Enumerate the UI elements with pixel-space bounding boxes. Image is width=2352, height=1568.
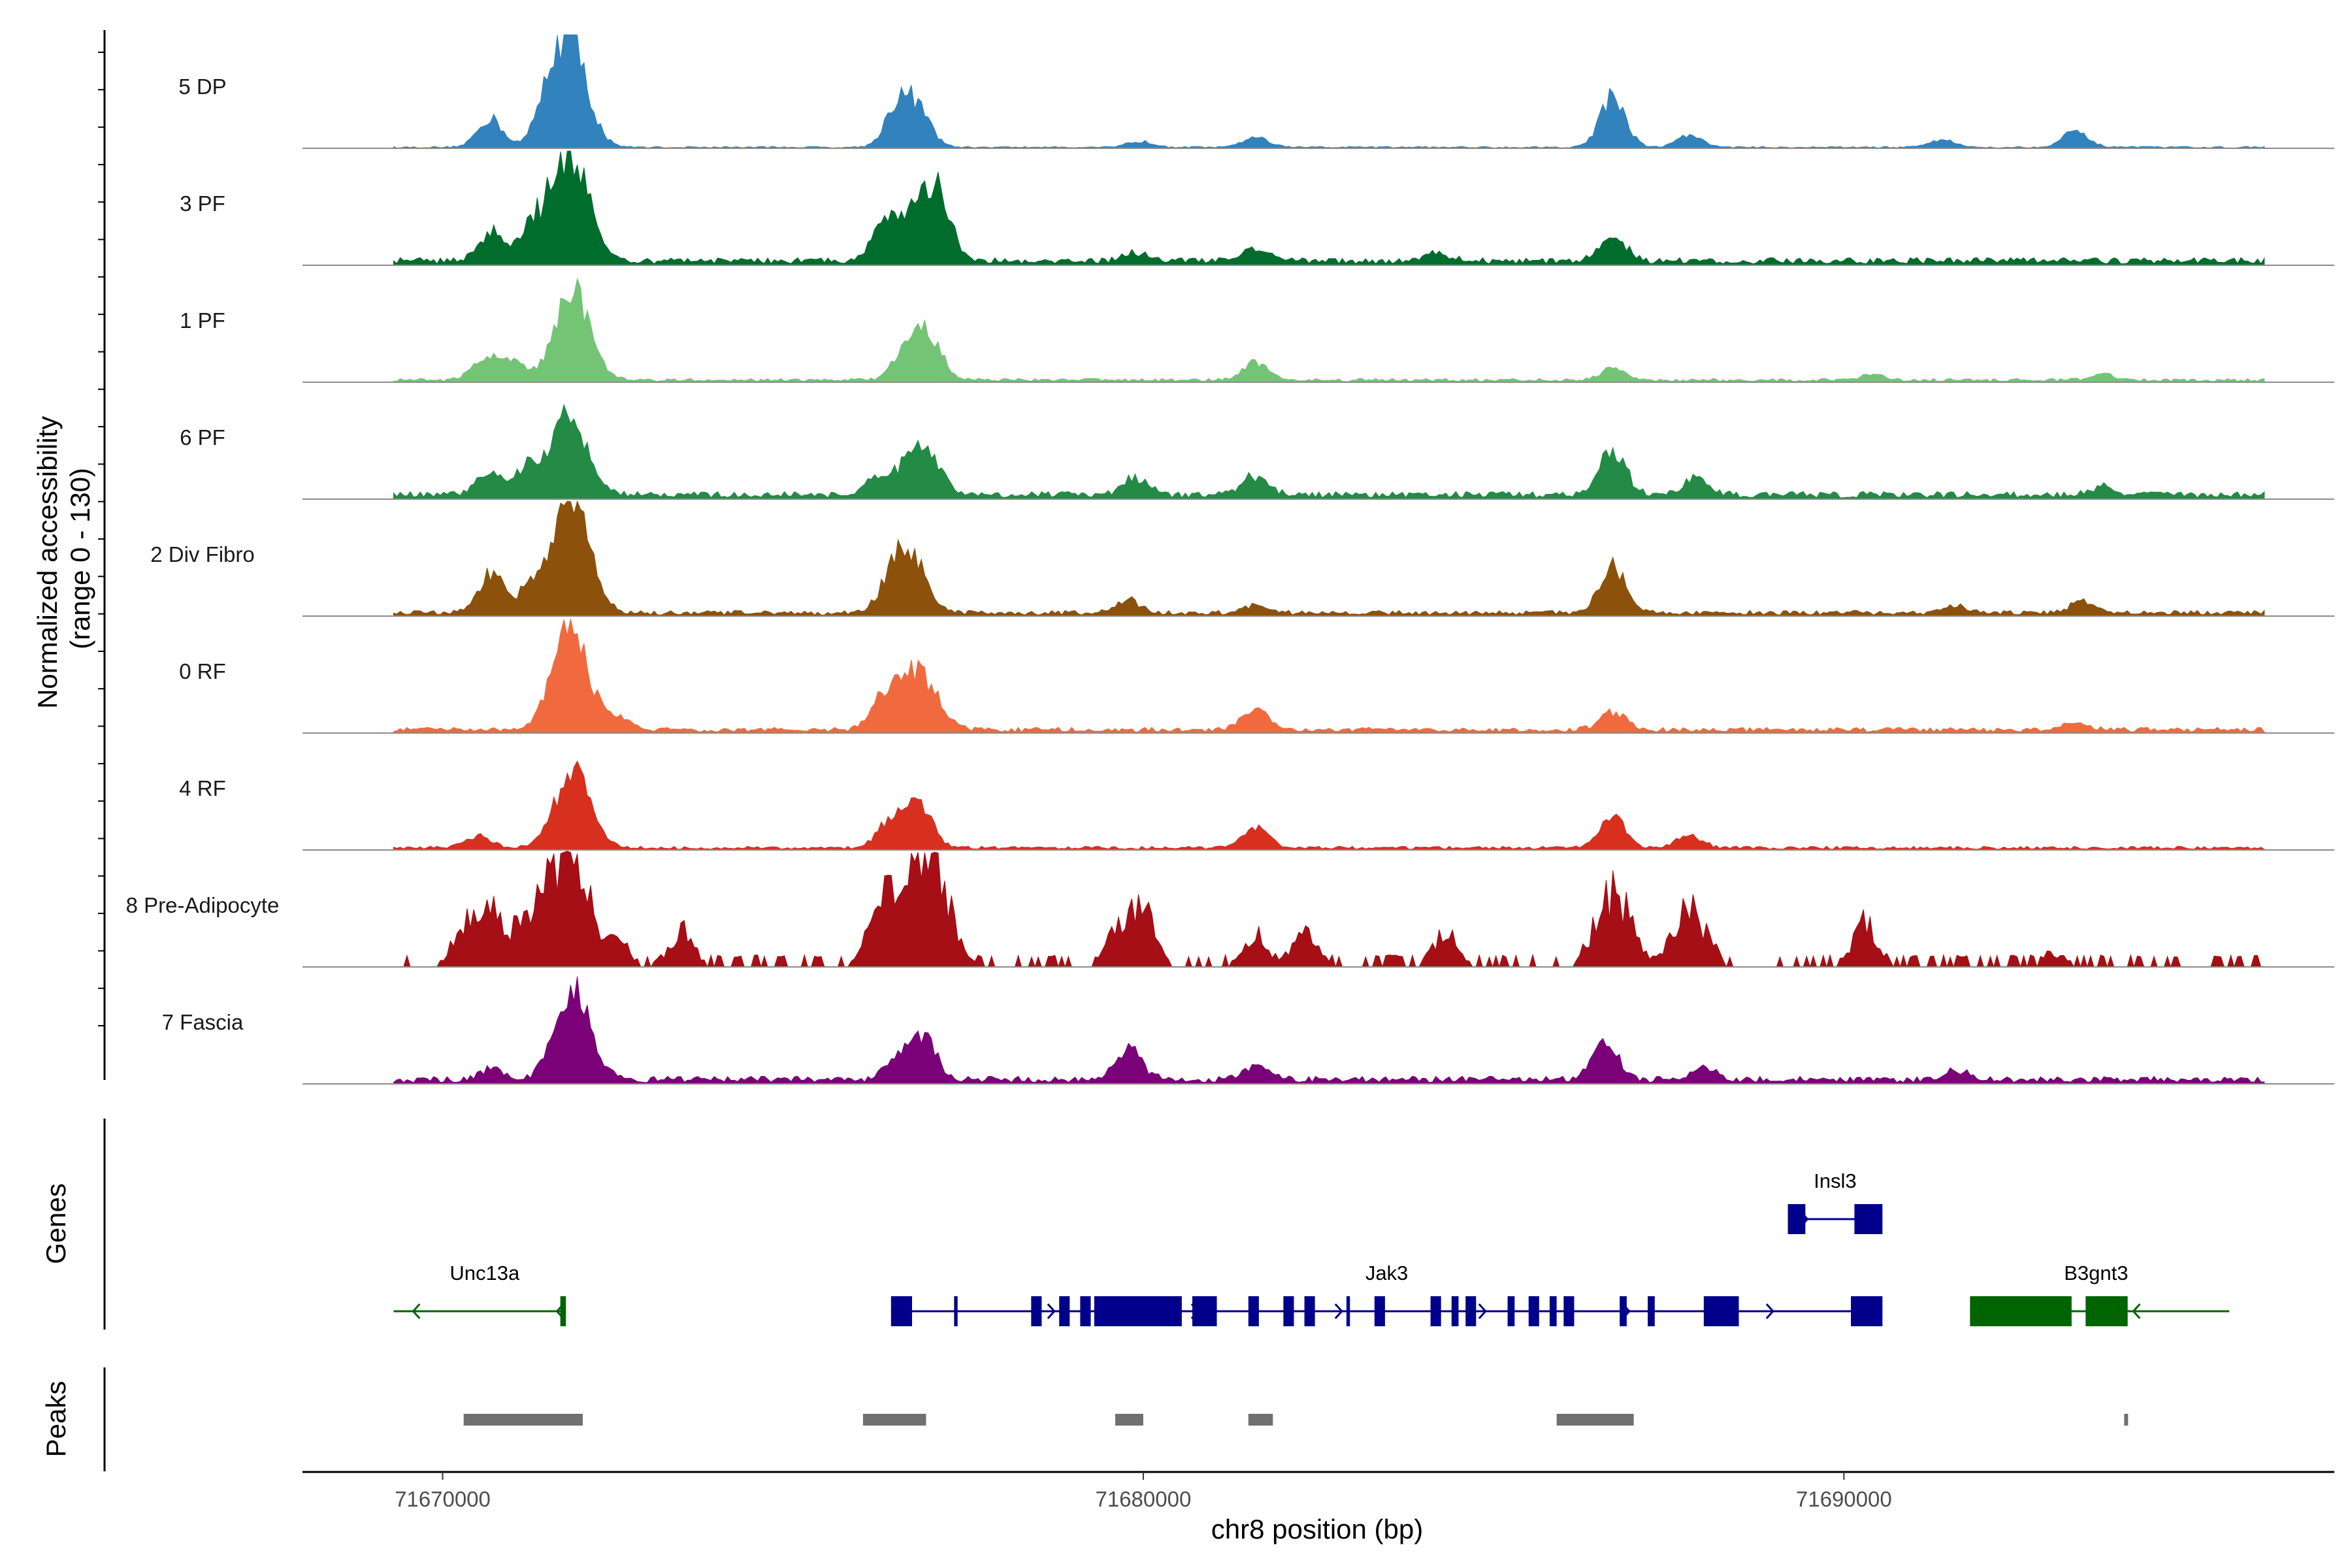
genes-panel-label: Genes [41,1183,71,1264]
gene-exon [890,1296,912,1326]
track-label: 4 RF [179,776,226,800]
gene-label: Unc13a [449,1262,520,1284]
strand-arrow [412,1303,421,1320]
coverage-area [393,500,2265,617]
x-tick-label: 71690000 [1796,1487,1892,1511]
gene-exon [1563,1296,1575,1326]
gene-exon [1788,1204,1806,1234]
gene-label: Jak3 [1365,1262,1408,1284]
peak-region [1556,1414,1634,1426]
coverage-track: 5 DP [178,34,2334,149]
coverage-y-ticks [98,52,105,1026]
peak-region [862,1414,926,1426]
track-label: 7 Fascia [162,1010,244,1034]
gene-exon [1703,1296,1739,1326]
track-label: 5 DP [178,74,226,99]
coverage-track: 6 PF [180,403,2334,500]
x-axis-title: chr8 position (bp) [1211,1514,1424,1544]
gene-exon [2085,1296,2128,1326]
coverage-area [393,403,2265,500]
gene-exon [1430,1296,1441,1326]
peak-region [1248,1414,1273,1426]
peaks-panel-label: Peaks [41,1381,71,1458]
gene-exon [1549,1296,1557,1326]
coverage-track: 7 Fascia [162,976,2334,1085]
coverage-y-axis-title: Normalized accessibility (range 0 - 130) [32,408,95,709]
gene-exon [560,1296,566,1326]
gene-exon [1080,1296,1091,1326]
strand-arrow [2132,1303,2141,1320]
x-axis-ticks: 71670000 71680000 71690000 [395,1472,1892,1511]
coverage-area [393,976,2265,1085]
gene-exon [1507,1296,1515,1326]
coverage-area [393,760,2265,851]
peak-region [1115,1414,1143,1426]
track-label: 8 Pre-Adipocyte [126,893,280,917]
gene-exon [1451,1296,1459,1326]
gene-model: Jak3 [890,1262,1883,1326]
strand-arrow [1334,1303,1343,1320]
gene-exon [1465,1296,1477,1326]
coverage-area [393,150,2265,266]
track-label: 3 PF [180,191,225,216]
gene-model: Insl3 [1788,1169,1883,1234]
track-label: 1 PF [180,308,225,333]
gene-exon [1304,1296,1315,1326]
gene-model: B3gnt3 [1970,1262,2230,1326]
peak-region [463,1414,583,1426]
gene-exon [1528,1296,1539,1326]
coverage-track: 3 PF [180,150,2334,266]
coverage-track: 0 RF [179,619,2334,734]
gene-exon [1648,1296,1655,1326]
gene-exon [1031,1296,1042,1326]
gene-exon [1248,1296,1259,1326]
gene-exon [1851,1296,1883,1326]
track-label: 6 PF [180,425,225,449]
track-label: 2 Div Fibro [150,542,255,566]
coverage-area [393,277,2265,383]
gene-exon [1374,1296,1385,1326]
y-axis-title-line-2: (range 0 - 130) [65,468,95,649]
coverage-track: 4 RF [179,760,2334,851]
coverage-area [393,619,2265,734]
coverage-track: 2 Div Fibro [150,500,2334,617]
gene-exon [1854,1204,1883,1234]
gene-exon [1094,1296,1182,1326]
gene-label: Insl3 [1814,1169,1856,1192]
peak-annotations [463,1414,2129,1426]
strand-arrow [1047,1303,1056,1320]
gene-exon [1346,1296,1350,1326]
coverage-tracks: 5 DP 3 PF 1 PF 6 PF 2 Div Fibro 0 RF 4 RF 8 Pre… [126,34,2334,1085]
coverage-area [393,851,2264,968]
coverage-track: 1 PF [180,277,2334,383]
x-tick-label: 71670000 [395,1487,491,1511]
gene-exon [1059,1296,1070,1326]
coverage-track: 8 Pre-Adipocyte [126,851,2334,968]
gene-exon [1283,1296,1294,1326]
gene-label: B3gnt3 [2064,1262,2128,1284]
track-label: 0 RF [179,659,226,683]
gene-exon [1620,1296,1627,1326]
strand-arrow [1765,1303,1774,1320]
gene-model: Unc13a [393,1262,566,1326]
peak-region [2124,1414,2129,1426]
gene-exon [954,1296,958,1326]
strand-arrow [1478,1303,1487,1320]
gene-exon [1970,1296,2072,1326]
x-tick-label: 71680000 [1095,1487,1191,1511]
gene-exon [1192,1296,1217,1326]
gene-annotations: Unc13a Jak3 Insl3 B3gnt3 [393,1169,2230,1326]
coverage-area [393,34,2265,149]
y-axis-title-line-1: Normalized accessibility [32,416,63,709]
